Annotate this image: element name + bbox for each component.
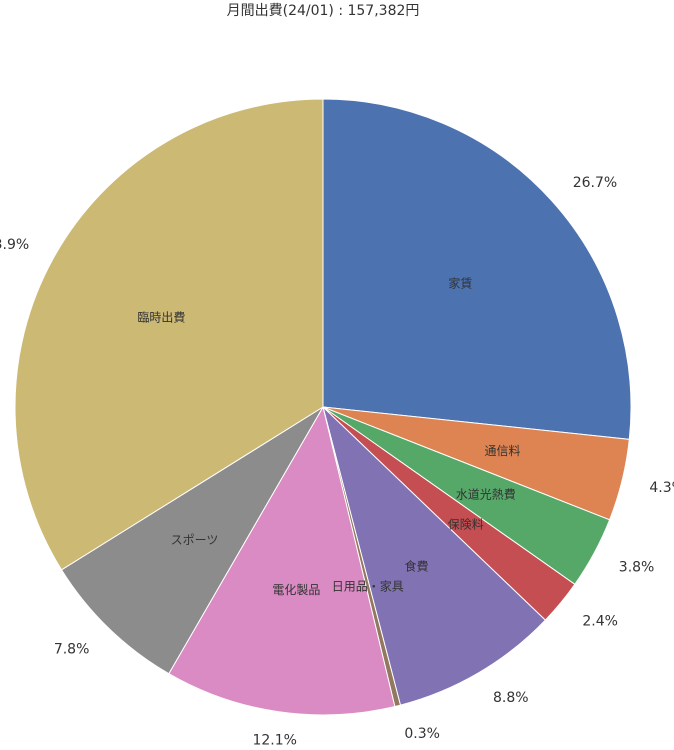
slice-8 xyxy=(14,98,324,571)
percent-label-0: 26.7% xyxy=(573,175,617,191)
chart-title: 月間出費(24/01) : 157,382円 xyxy=(227,3,420,19)
category-label-0: 家賃 xyxy=(448,275,472,290)
percent-label-6: 12.1% xyxy=(252,733,296,749)
category-label-1: 通信料 xyxy=(484,444,520,458)
category-label-6: 電化製品 xyxy=(272,583,320,597)
slice-4 xyxy=(322,405,547,706)
percent-label-3: 2.4% xyxy=(582,614,618,630)
percent-label-7: 7.8% xyxy=(54,642,90,658)
category-label-7: スポーツ xyxy=(171,533,219,547)
category-label-2: 水道光熱費 xyxy=(456,487,516,502)
percent-label-5: 0.3% xyxy=(404,726,440,742)
percent-labels: 26.7% 4.3% 3.8% 2.4% 8.8% 0.3% 12.1% 7.8% 33.9% xyxy=(0,175,674,748)
category-label-3: 保険料 xyxy=(448,518,484,532)
percent-label-1: 4.3% xyxy=(649,480,674,496)
slice-7 xyxy=(60,406,324,675)
category-label-5: 日用品・家具 xyxy=(332,578,404,593)
percent-label-2: 3.8% xyxy=(619,559,655,575)
category-label-8: 臨時出費 xyxy=(137,309,185,324)
slice-6 xyxy=(168,405,396,716)
slice-0 xyxy=(322,98,632,440)
percent-label-8: 33.9% xyxy=(0,237,29,253)
category-label-4: 食費 xyxy=(404,558,428,573)
pie-slices xyxy=(14,98,632,716)
percent-label-4: 8.8% xyxy=(493,690,529,706)
